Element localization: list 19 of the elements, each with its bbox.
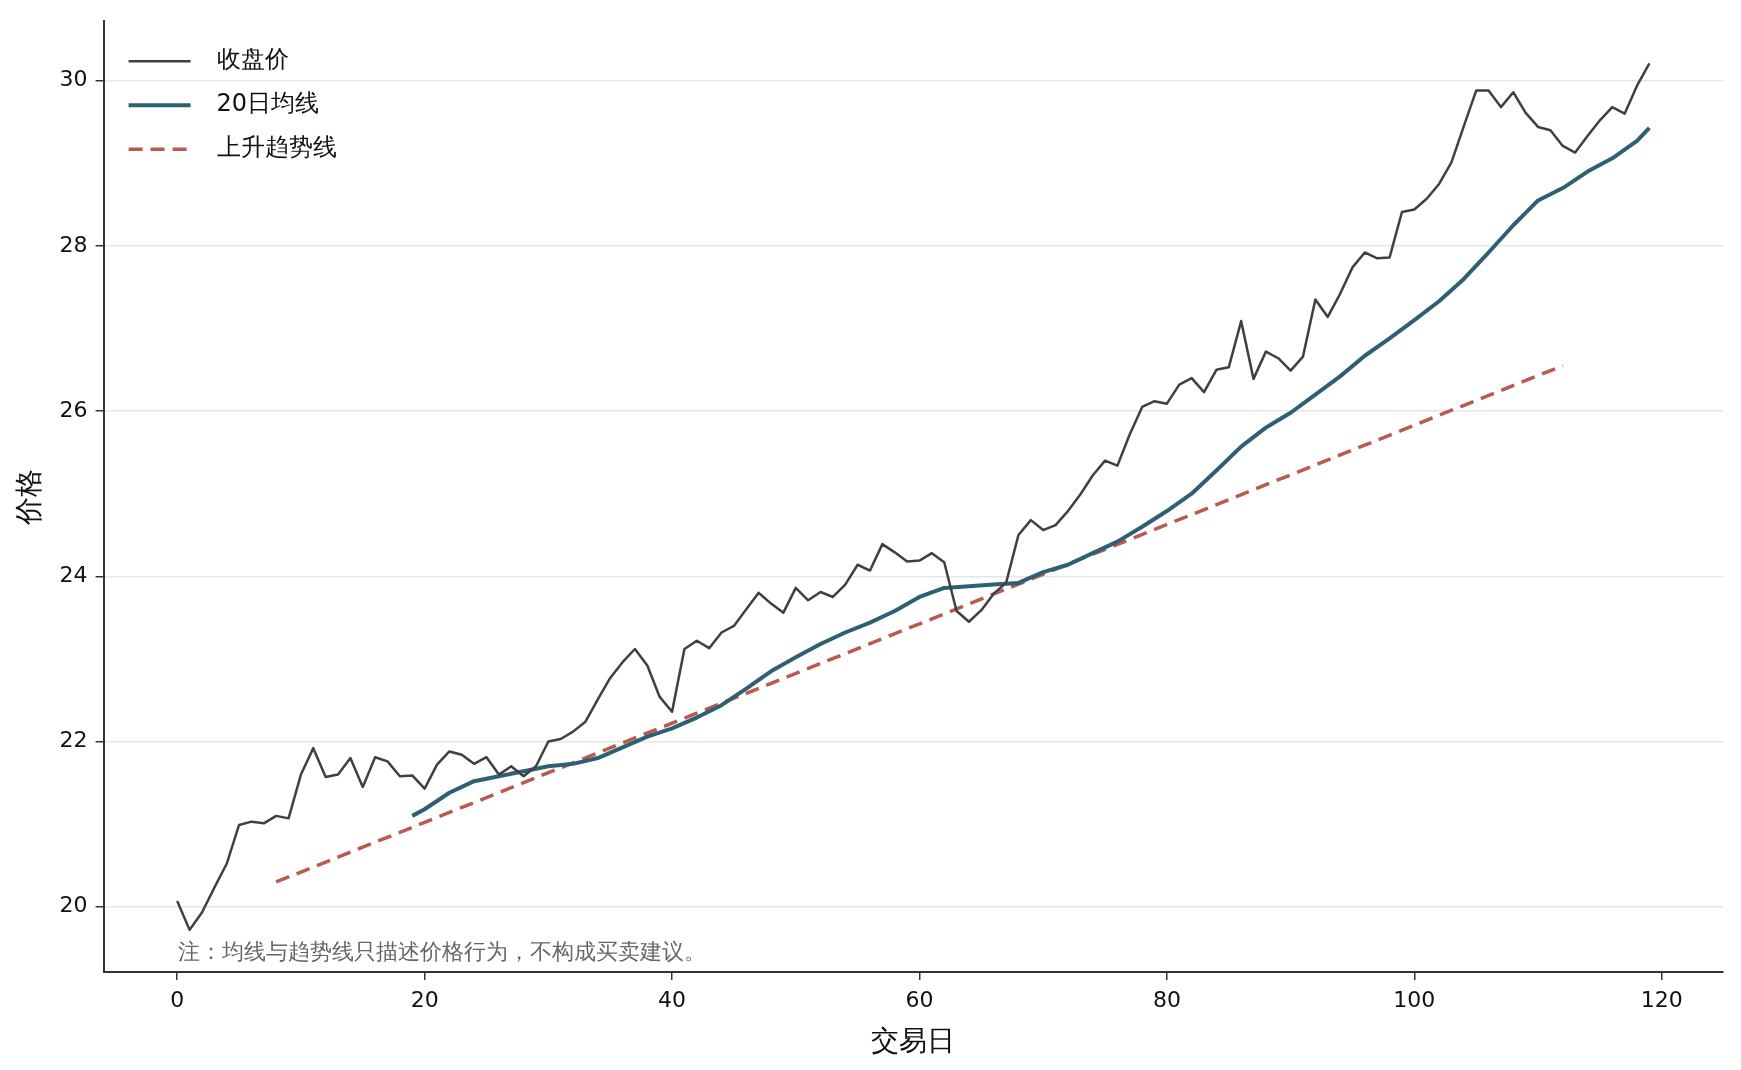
x-tick-label: 80: [1152, 986, 1181, 1012]
x-tick-label: 120: [1640, 986, 1683, 1012]
y-tick-label: 28: [59, 231, 88, 257]
x-axis-title: 交易日: [871, 1024, 956, 1058]
x-tick-label: 100: [1393, 986, 1436, 1012]
y-tick-label: 24: [59, 562, 88, 588]
legend-label: 上升趋势线: [216, 133, 337, 162]
x-tick-label: 0: [170, 986, 185, 1012]
y-tick-label: 20: [59, 892, 88, 918]
x-tick-label: 60: [905, 986, 934, 1012]
y-tick-label: 26: [59, 396, 88, 422]
x-tick-label: 40: [658, 986, 687, 1012]
annotation: 注：均线与趋势线只描述价格行为，不构成买卖建议。: [177, 938, 706, 964]
y-tick-label: 22: [59, 727, 88, 753]
y-axis-title: 价格: [12, 468, 46, 526]
legend-label: 收盘价: [216, 45, 289, 74]
legend-label: 20日均线: [216, 89, 320, 118]
x-tick-label: 20: [410, 986, 439, 1012]
y-tick-label: 30: [59, 66, 88, 92]
